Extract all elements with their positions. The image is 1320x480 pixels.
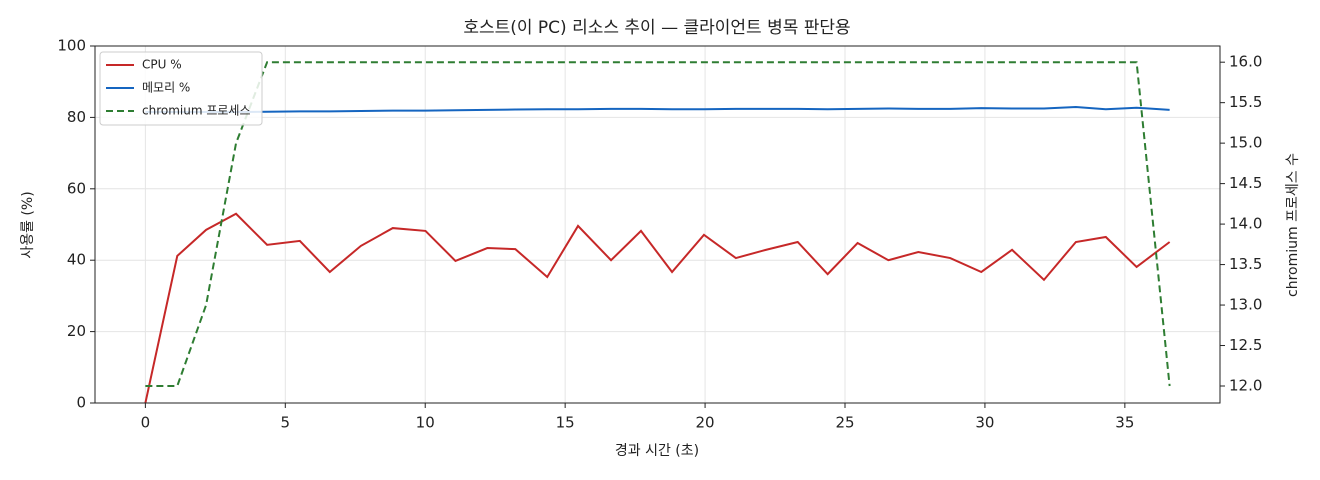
- legend-label: chromium 프로세스: [142, 104, 251, 118]
- legend-label: 메모리 %: [142, 81, 190, 95]
- y2-tick-label: 12.0: [1229, 377, 1262, 395]
- x-tick-label: 5: [281, 414, 291, 432]
- y2-tick-label: 15.5: [1229, 93, 1262, 111]
- y2-axis-label: chromium 프로세스 수: [1285, 153, 1301, 297]
- x-tick-label: 20: [696, 414, 715, 432]
- plot-frame: [94, 45, 1221, 404]
- legend: CPU % 메모리 % chromium 프로세스: [99, 51, 263, 126]
- x-tick-label: 10: [416, 414, 435, 432]
- x-tick-label: 15: [556, 414, 575, 432]
- y2-tick-label: 14.5: [1229, 174, 1262, 192]
- legend-label: CPU %: [142, 58, 182, 72]
- y-tick-label: 60: [67, 179, 86, 197]
- y-tick-label: 0: [76, 394, 86, 412]
- y2-tick-label: 13.0: [1229, 296, 1262, 314]
- y2-tick-label: 13.5: [1229, 255, 1262, 273]
- series-line: [145, 106, 1170, 114]
- y2-tick-label: 15.0: [1229, 134, 1262, 152]
- legend-box: [99, 51, 263, 126]
- y-tick-label: 80: [67, 108, 86, 126]
- y-tick-label: 100: [57, 37, 86, 55]
- x-axis-label: 경과 시간 (초): [615, 443, 699, 459]
- series-line: [144, 212, 1171, 404]
- x-tick-label: 30: [975, 414, 994, 432]
- x-tick-label: 0: [141, 414, 151, 432]
- y2-tick-label: 14.0: [1229, 215, 1262, 233]
- y2-tick-label: 12.5: [1229, 336, 1262, 354]
- y2-tick-label: 16.0: [1229, 53, 1262, 71]
- x-tick-label: 35: [1115, 414, 1134, 432]
- x-tick-label: 25: [835, 414, 854, 432]
- chart-title: 호스트(이 PC) 리소스 추이 — 클라이언트 병목 판단용: [463, 18, 850, 38]
- y-tick-label: 20: [67, 322, 86, 340]
- y-axis-label: 사용률 (%): [20, 191, 36, 258]
- y-tick-label: 40: [67, 251, 86, 269]
